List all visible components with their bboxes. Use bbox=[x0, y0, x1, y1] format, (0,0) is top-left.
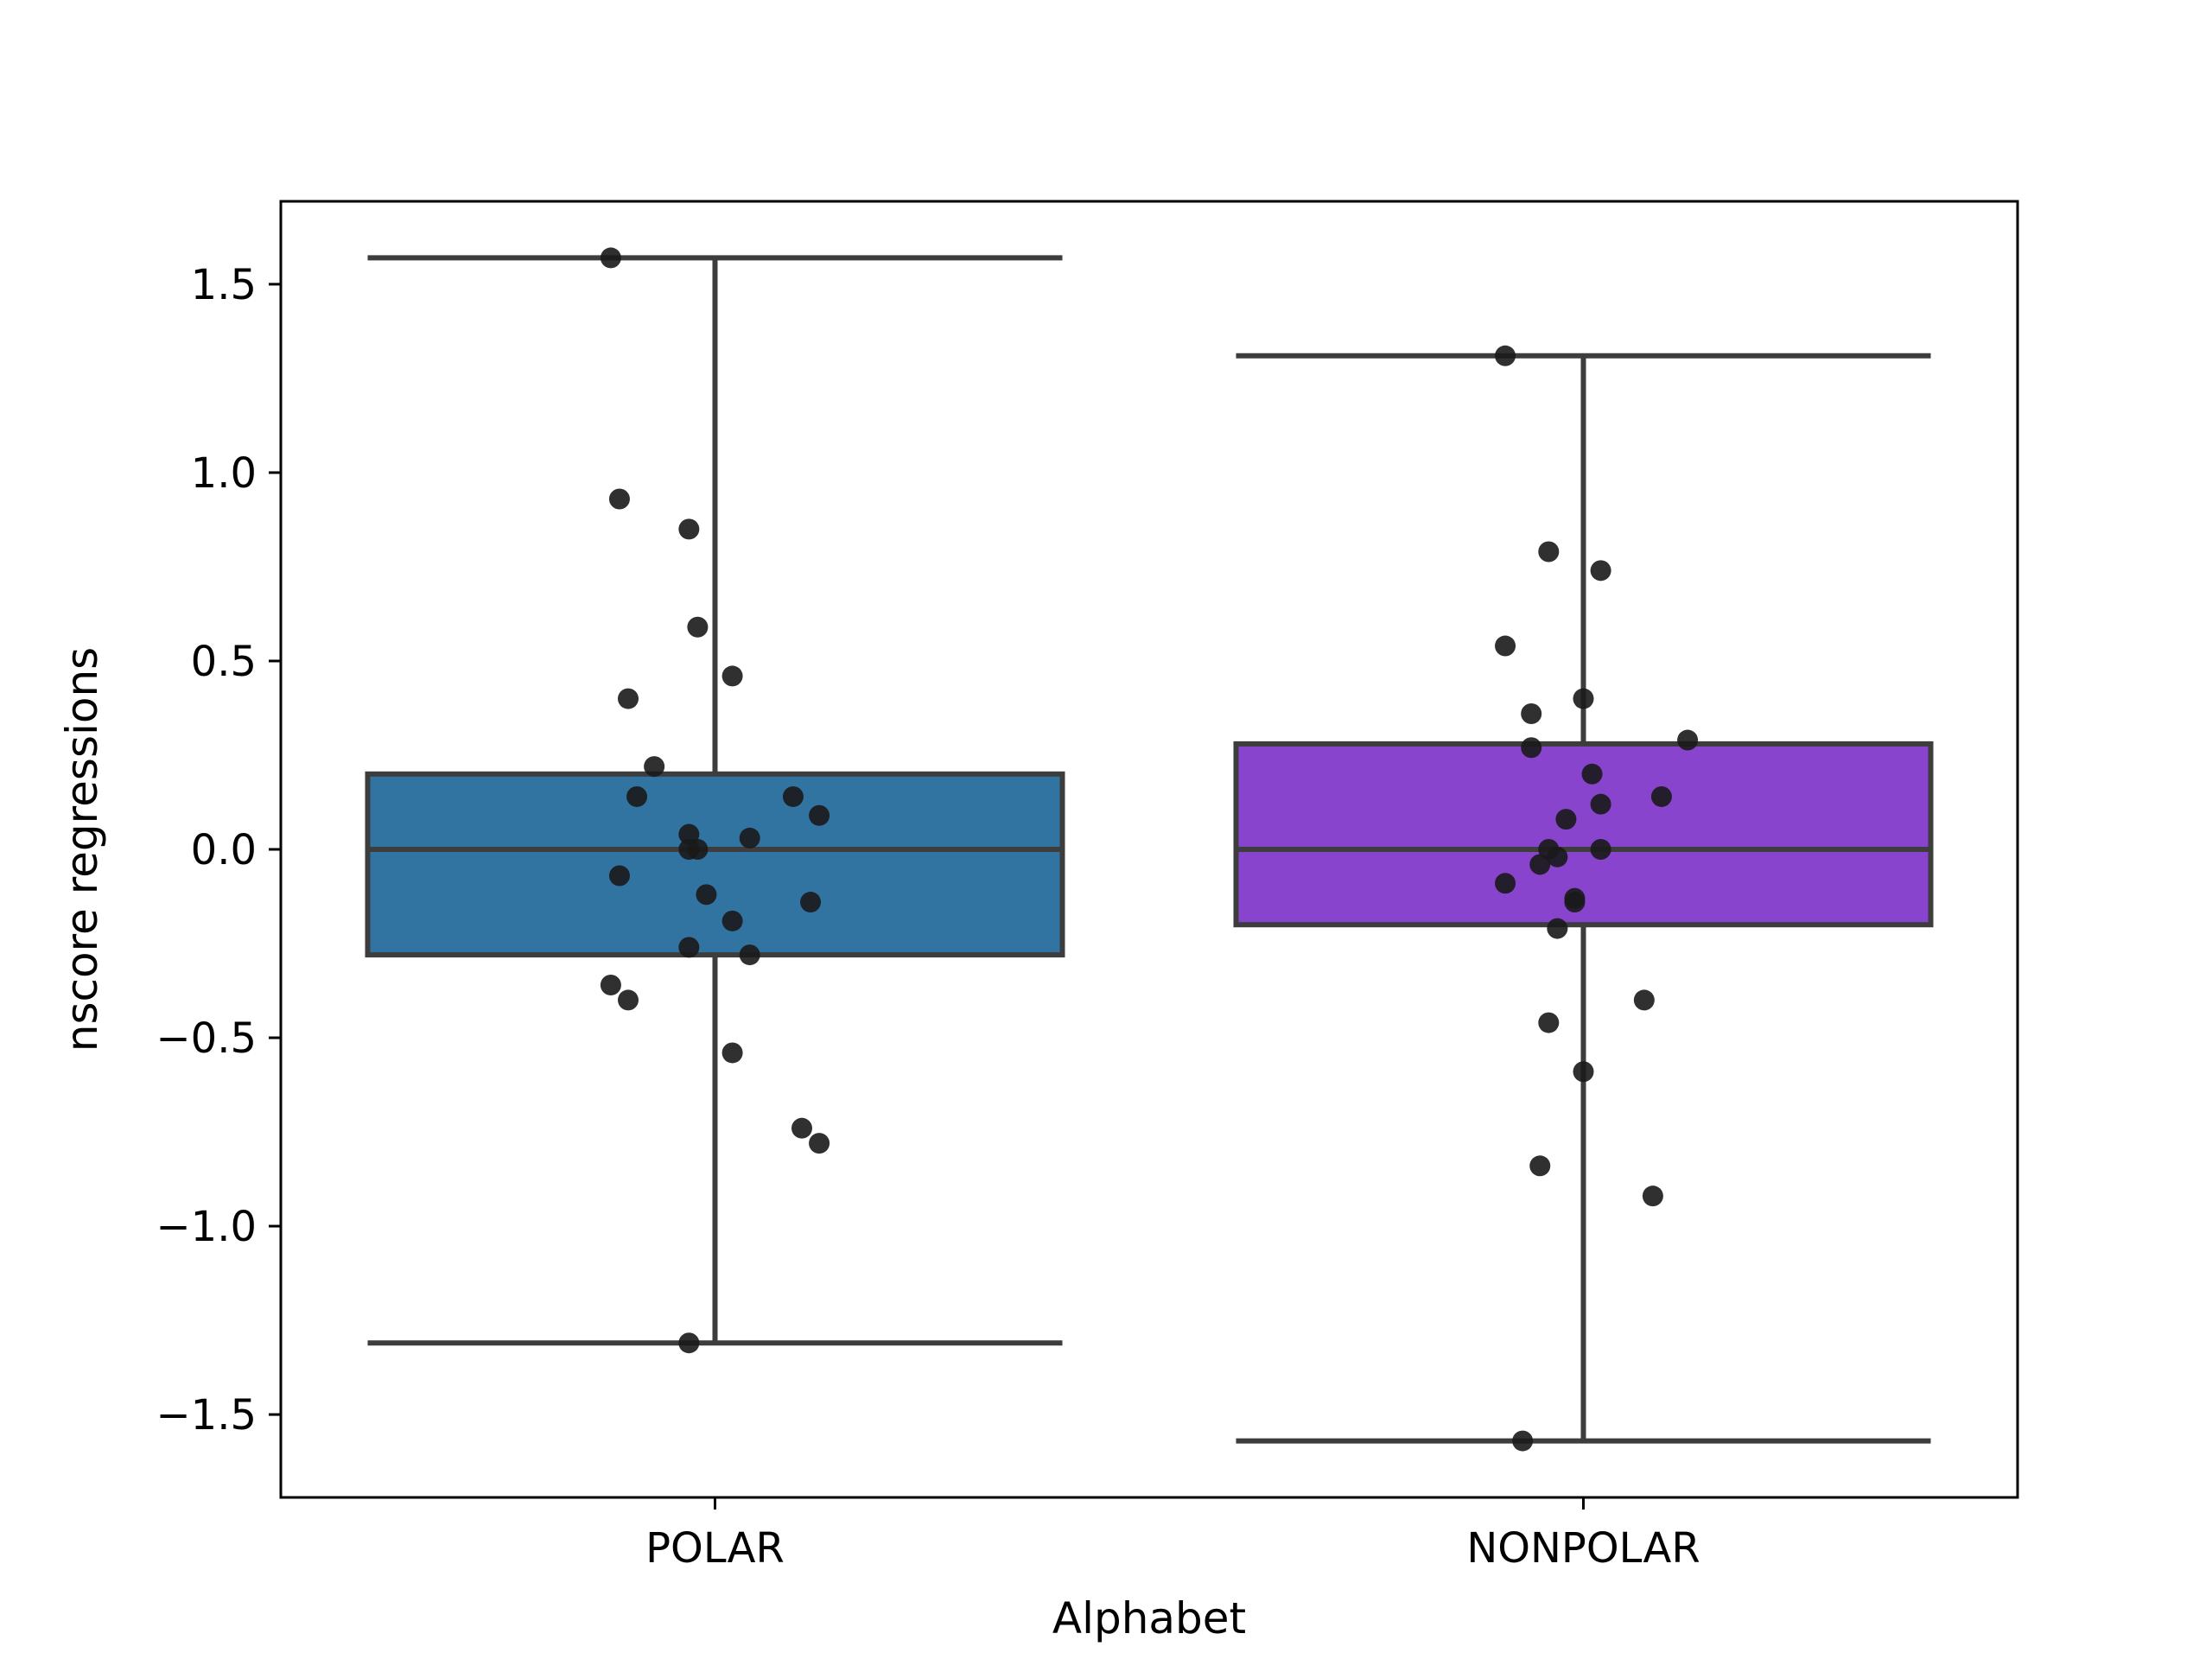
nonpolar-data-point bbox=[1547, 918, 1568, 939]
nonpolar-data-point bbox=[1495, 873, 1516, 894]
nonpolar-data-point bbox=[1495, 345, 1516, 366]
nonpolar-data-point bbox=[1573, 1061, 1594, 1083]
x-axis-title: Alphabet bbox=[1052, 1593, 1246, 1643]
nonpolar-data-point bbox=[1521, 703, 1542, 725]
boxes-layer bbox=[365, 255, 1934, 1444]
x-tick-label: NONPOLAR bbox=[1466, 1524, 1700, 1573]
nonpolar-data-point bbox=[1642, 1185, 1663, 1207]
polar-data-point bbox=[600, 974, 621, 995]
y-tick-label: −1.0 bbox=[156, 1203, 257, 1251]
x-tick-label: POLAR bbox=[645, 1524, 785, 1573]
polar-data-point bbox=[809, 804, 830, 826]
polar-data-point bbox=[678, 518, 700, 540]
nonpolar-data-point bbox=[1573, 688, 1594, 709]
polar-data-point bbox=[608, 488, 630, 510]
polar-data-point bbox=[800, 892, 822, 913]
y-axis-title: nscore regressions bbox=[57, 647, 107, 1052]
polar-data-point bbox=[600, 247, 621, 269]
polar-data-point bbox=[721, 1042, 743, 1064]
nonpolar-data-point bbox=[1564, 887, 1586, 909]
polar-data-point bbox=[739, 827, 760, 849]
polar-data-point bbox=[791, 1117, 812, 1139]
nonpolar-data-point bbox=[1529, 1155, 1551, 1177]
x-axis: POLAR NONPOLAR bbox=[645, 1497, 1700, 1573]
nonpolar-data-point bbox=[1633, 989, 1655, 1011]
polar-box bbox=[365, 771, 1065, 958]
polar-data-point bbox=[696, 884, 717, 906]
y-tick-label: 0.0 bbox=[191, 826, 257, 874]
polar-data-point bbox=[809, 1133, 830, 1154]
nonpolar-data-point bbox=[1547, 846, 1568, 868]
nonpolar-data-point bbox=[1538, 541, 1560, 563]
polar-data-point bbox=[721, 910, 743, 931]
polar-data-point bbox=[678, 823, 700, 845]
nonpolar-data-point bbox=[1521, 737, 1542, 759]
polar-data-point bbox=[618, 688, 639, 709]
nonpolar-data-point bbox=[1581, 763, 1603, 785]
polar-data-point bbox=[678, 1332, 700, 1354]
nonpolar-data-point bbox=[1495, 635, 1516, 657]
polar-data-point bbox=[687, 616, 709, 638]
nonpolar-data-point bbox=[1650, 785, 1672, 807]
y-tick-label: 0.5 bbox=[191, 638, 257, 686]
polar-data-point bbox=[782, 785, 804, 807]
nonpolar-data-point bbox=[1538, 1012, 1560, 1033]
y-tick-label: −0.5 bbox=[156, 1014, 257, 1063]
nonpolar-data-point bbox=[1555, 809, 1577, 830]
nonpolar-data-point bbox=[1677, 729, 1699, 751]
points-layer bbox=[600, 247, 1699, 1452]
polar-data-point bbox=[721, 665, 743, 687]
nonpolar-data-point bbox=[1529, 854, 1551, 875]
nonpolar-data-point bbox=[1590, 560, 1611, 582]
y-tick-label: 1.0 bbox=[191, 449, 257, 498]
polar-data-point bbox=[687, 839, 709, 860]
polar-data-point bbox=[739, 944, 760, 966]
polar-data-point bbox=[626, 785, 648, 807]
polar-data-point bbox=[678, 937, 700, 958]
polar-data-point bbox=[644, 756, 665, 778]
y-tick-label: 1.5 bbox=[191, 261, 257, 309]
nonpolar-data-point bbox=[1590, 793, 1611, 815]
nonpolar-data-point bbox=[1512, 1430, 1534, 1452]
polar-data-point bbox=[608, 865, 630, 887]
nonpolar-data-point bbox=[1590, 839, 1611, 860]
y-tick-label: −1.5 bbox=[156, 1391, 257, 1440]
polar-data-point bbox=[618, 989, 639, 1011]
y-axis: 1.5 1.0 0.5 0.0 −0.5 −1.0 −1.5 bbox=[156, 261, 281, 1440]
